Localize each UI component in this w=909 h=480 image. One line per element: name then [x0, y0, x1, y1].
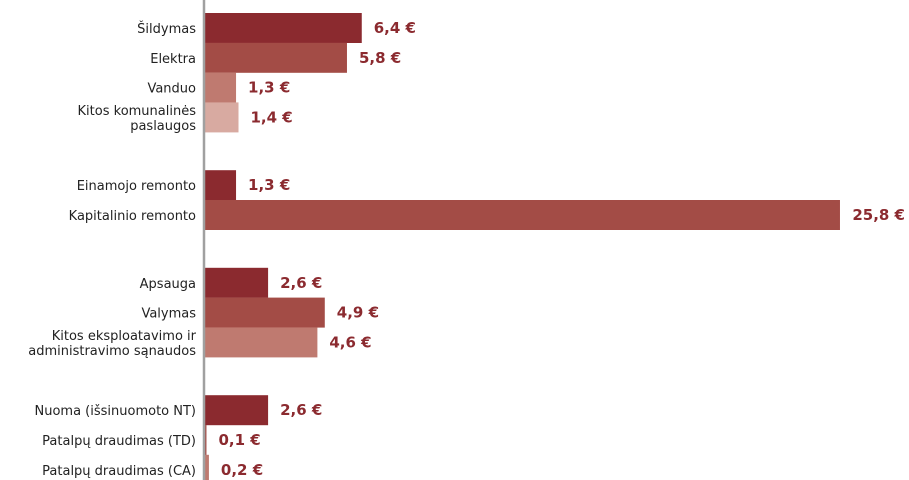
value-label: 2,6 € — [280, 274, 322, 292]
category-label-line: Šildymas — [137, 21, 196, 37]
bar-11 — [204, 454, 209, 480]
category-label-line: Valymas — [141, 307, 196, 322]
bars-layer: Šildymas 6,4 € Elektra 5,8 € Vanduo 1,3 € Kito… — [28, 13, 905, 480]
category-label-line: Apsauga — [140, 277, 196, 292]
bar-8 — [204, 327, 318, 358]
value-label: 0,2 € — [221, 461, 263, 479]
category-label: Kapitalinio remonto — [69, 209, 196, 224]
bar-9 — [204, 395, 269, 426]
category-label-line: Kitos komunalinės — [78, 104, 197, 119]
value-label: 5,8 € — [359, 49, 401, 67]
category-label-line: administravimo sąnaudos — [28, 344, 196, 359]
category-label: Patalpų draudimas (TD) — [42, 434, 196, 449]
bar-5 — [204, 200, 840, 230]
bar-0 — [204, 13, 362, 43]
category-label-line: paslaugos — [130, 119, 196, 134]
bar-7 — [204, 297, 325, 328]
category-label: Šildymas — [137, 21, 196, 37]
category-label-line: Vanduo — [147, 82, 196, 97]
category-label: Vanduo — [147, 82, 196, 97]
bar-2 — [204, 72, 237, 103]
value-label: 1,3 € — [248, 176, 290, 194]
value-label: 2,6 € — [280, 401, 322, 419]
category-label-line: Kapitalinio remonto — [69, 209, 196, 224]
value-label: 1,3 € — [248, 79, 290, 97]
category-label: Kitos komunalinės paslaugos — [78, 104, 197, 134]
category-label-line: Patalpų draudimas (CA) — [42, 464, 196, 479]
bar-4 — [204, 170, 237, 201]
category-label: Apsauga — [140, 277, 196, 292]
bar-6 — [204, 267, 269, 298]
value-label: 4,9 € — [337, 304, 379, 322]
category-label: Valymas — [141, 307, 196, 322]
category-label: Nuoma (išsinuomoto NT) — [35, 404, 197, 419]
category-label-line: Einamojo remonto — [77, 179, 196, 194]
value-label: 0,1 € — [218, 431, 260, 449]
category-label: Patalpų draudimas (CA) — [42, 464, 196, 479]
category-label-line: Nuoma (išsinuomoto NT) — [35, 404, 197, 419]
value-label: 25,8 € — [852, 206, 905, 224]
value-label: 6,4 € — [374, 19, 416, 37]
category-label-line: Kitos eksploatavimo ir — [52, 329, 197, 344]
category-label: Kitos eksploatavimo ir administravimo sąn… — [28, 329, 196, 359]
bar-1 — [204, 42, 347, 73]
value-label: 4,6 € — [329, 333, 371, 351]
category-label-line: Elektra — [150, 52, 196, 67]
category-label: Einamojo remonto — [77, 179, 196, 194]
value-label: 1,4 € — [251, 108, 293, 126]
category-label: Elektra — [150, 52, 196, 67]
category-label-line: Patalpų draudimas (TD) — [42, 434, 196, 449]
bar-3 — [204, 102, 239, 133]
